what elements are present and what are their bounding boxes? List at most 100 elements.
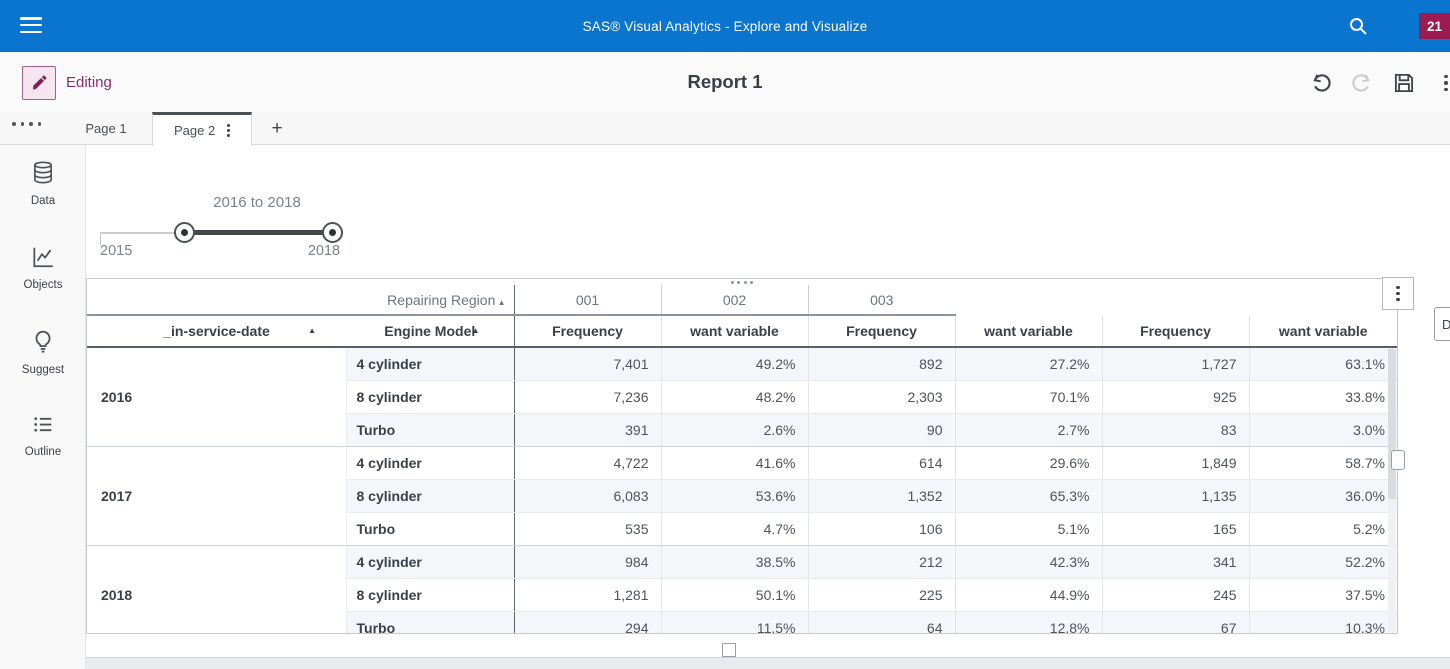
value-cell[interactable]: 29.6% — [955, 446, 1102, 479]
value-cell[interactable]: 53.6% — [661, 479, 808, 512]
value-cell[interactable]: 341 — [1102, 545, 1249, 578]
value-cell[interactable]: 1,281 — [514, 578, 661, 611]
tab-page-2[interactable]: Page 2 — [152, 112, 252, 146]
column-group-header[interactable]: 001 — [514, 285, 661, 315]
value-cell[interactable]: 294 — [514, 611, 661, 634]
right-panel-toggle-button[interactable]: D — [1434, 307, 1450, 341]
value-cell[interactable]: 7,236 — [514, 380, 661, 413]
value-cell[interactable]: 535 — [514, 512, 661, 545]
value-cell[interactable]: 70.1% — [955, 380, 1102, 413]
slider-handle-end[interactable] — [322, 222, 343, 243]
sidebar-item-suggest[interactable]: Suggest — [0, 328, 86, 376]
slider-selected-range[interactable] — [184, 230, 332, 235]
object-drag-handle-dots-icon[interactable] — [87, 281, 1397, 284]
value-cell[interactable]: 984 — [514, 545, 661, 578]
slider-handle-start[interactable] — [174, 222, 195, 243]
year-cell[interactable]: 2017 — [87, 446, 346, 545]
notification-badge[interactable]: 21 — [1419, 13, 1450, 39]
value-cell[interactable]: 1,849 — [1102, 446, 1249, 479]
hamburger-icon[interactable] — [20, 17, 42, 35]
value-cell[interactable]: 3.0% — [1249, 413, 1397, 446]
crosstab-object[interactable]: Repairing Region ▲001002003 _in-service-d… — [86, 278, 1398, 634]
value-cell[interactable]: 58.7% — [1249, 446, 1397, 479]
object-menu-kebab-icon[interactable] — [1382, 277, 1414, 310]
measure-header[interactable]: want variable — [955, 315, 1102, 347]
tab-menu-kebab-icon[interactable] — [227, 124, 230, 137]
search-icon[interactable] — [1346, 14, 1370, 38]
measure-header[interactable]: Frequency — [808, 315, 955, 347]
value-cell[interactable]: 67 — [1102, 611, 1249, 634]
sidebar-item-data[interactable]: Data — [0, 160, 86, 207]
tab-page-1[interactable]: Page 1 — [60, 112, 152, 145]
value-cell[interactable]: 44.9% — [955, 578, 1102, 611]
engine-model-cell[interactable]: Turbo — [346, 512, 514, 545]
value-cell[interactable]: 12.8% — [955, 611, 1102, 634]
value-cell[interactable]: 2,303 — [808, 380, 955, 413]
value-cell[interactable]: 27.2% — [955, 347, 1102, 380]
object-resize-handle-bottom[interactable] — [722, 643, 736, 657]
column-group-header[interactable]: 002 — [661, 285, 808, 315]
value-cell[interactable]: 225 — [808, 578, 955, 611]
row-field-2-header[interactable]: Engine Model▲ — [346, 315, 514, 347]
crosstab-vertical-scrollbar[interactable] — [1388, 349, 1396, 632]
value-cell[interactable]: 106 — [808, 512, 955, 545]
measure-header[interactable]: want variable — [661, 315, 808, 347]
measure-header[interactable]: want variable — [1249, 315, 1397, 347]
engine-model-cell[interactable]: 4 cylinder — [346, 446, 514, 479]
value-cell[interactable]: 63.1% — [1249, 347, 1397, 380]
add-page-button[interactable]: + — [262, 112, 292, 145]
row-field-1-header[interactable]: _in-service-date▲ — [87, 315, 346, 347]
value-cell[interactable]: 48.2% — [661, 380, 808, 413]
value-cell[interactable]: 892 — [808, 347, 955, 380]
undo-button[interactable] — [1309, 70, 1335, 96]
value-cell[interactable]: 2.7% — [955, 413, 1102, 446]
sidebar-item-objects[interactable]: Objects — [0, 244, 86, 291]
value-cell[interactable]: 4,722 — [514, 446, 661, 479]
column-field-header[interactable]: Repairing Region ▲ — [346, 285, 514, 315]
value-cell[interactable]: 65.3% — [955, 479, 1102, 512]
year-cell[interactable]: 2018 — [87, 545, 346, 634]
value-cell[interactable]: 5.1% — [955, 512, 1102, 545]
save-button[interactable] — [1391, 70, 1417, 96]
value-cell[interactable]: 614 — [808, 446, 955, 479]
value-cell[interactable]: 4.7% — [661, 512, 808, 545]
engine-model-cell[interactable]: 4 cylinder — [346, 347, 514, 380]
measure-header[interactable]: Frequency — [1102, 315, 1249, 347]
value-cell[interactable]: 50.1% — [661, 578, 808, 611]
value-cell[interactable]: 64 — [808, 611, 955, 634]
value-cell[interactable]: 37.5% — [1249, 578, 1397, 611]
sidebar-item-outline[interactable]: Outline — [0, 412, 86, 458]
value-cell[interactable]: 212 — [808, 545, 955, 578]
rail-overflow-dots-icon[interactable] — [12, 122, 41, 126]
column-group-header[interactable]: 003 — [808, 285, 955, 315]
value-cell[interactable]: 5.2% — [1249, 512, 1397, 545]
edit-mode-button[interactable] — [22, 66, 56, 100]
measure-header[interactable]: Frequency — [514, 315, 661, 347]
value-cell[interactable]: 1,727 — [1102, 347, 1249, 380]
value-cell[interactable]: 41.6% — [661, 446, 808, 479]
engine-model-cell[interactable]: 8 cylinder — [346, 479, 514, 512]
engine-model-cell[interactable]: 8 cylinder — [346, 578, 514, 611]
engine-model-cell[interactable]: Turbo — [346, 413, 514, 446]
year-cell[interactable]: 2016 — [87, 347, 346, 446]
value-cell[interactable]: 1,135 — [1102, 479, 1249, 512]
value-cell[interactable]: 49.2% — [661, 347, 808, 380]
engine-model-cell[interactable]: 8 cylinder — [346, 380, 514, 413]
value-cell[interactable]: 83 — [1102, 413, 1249, 446]
value-cell[interactable]: 11.5% — [661, 611, 808, 634]
redo-button[interactable] — [1348, 70, 1374, 96]
value-cell[interactable]: 7,401 — [514, 347, 661, 380]
value-cell[interactable]: 42.3% — [955, 545, 1102, 578]
value-cell[interactable]: 2.6% — [661, 413, 808, 446]
value-cell[interactable]: 6,083 — [514, 479, 661, 512]
value-cell[interactable]: 38.5% — [661, 545, 808, 578]
value-cell[interactable]: 33.8% — [1249, 380, 1397, 413]
value-cell[interactable]: 36.0% — [1249, 479, 1397, 512]
value-cell[interactable]: 52.2% — [1249, 545, 1397, 578]
value-cell[interactable]: 90 — [808, 413, 955, 446]
value-cell[interactable]: 165 — [1102, 512, 1249, 545]
value-cell[interactable]: 10.3% — [1249, 611, 1397, 634]
value-cell[interactable]: 391 — [514, 413, 661, 446]
value-cell[interactable]: 245 — [1102, 578, 1249, 611]
value-cell[interactable]: 1,352 — [808, 479, 955, 512]
